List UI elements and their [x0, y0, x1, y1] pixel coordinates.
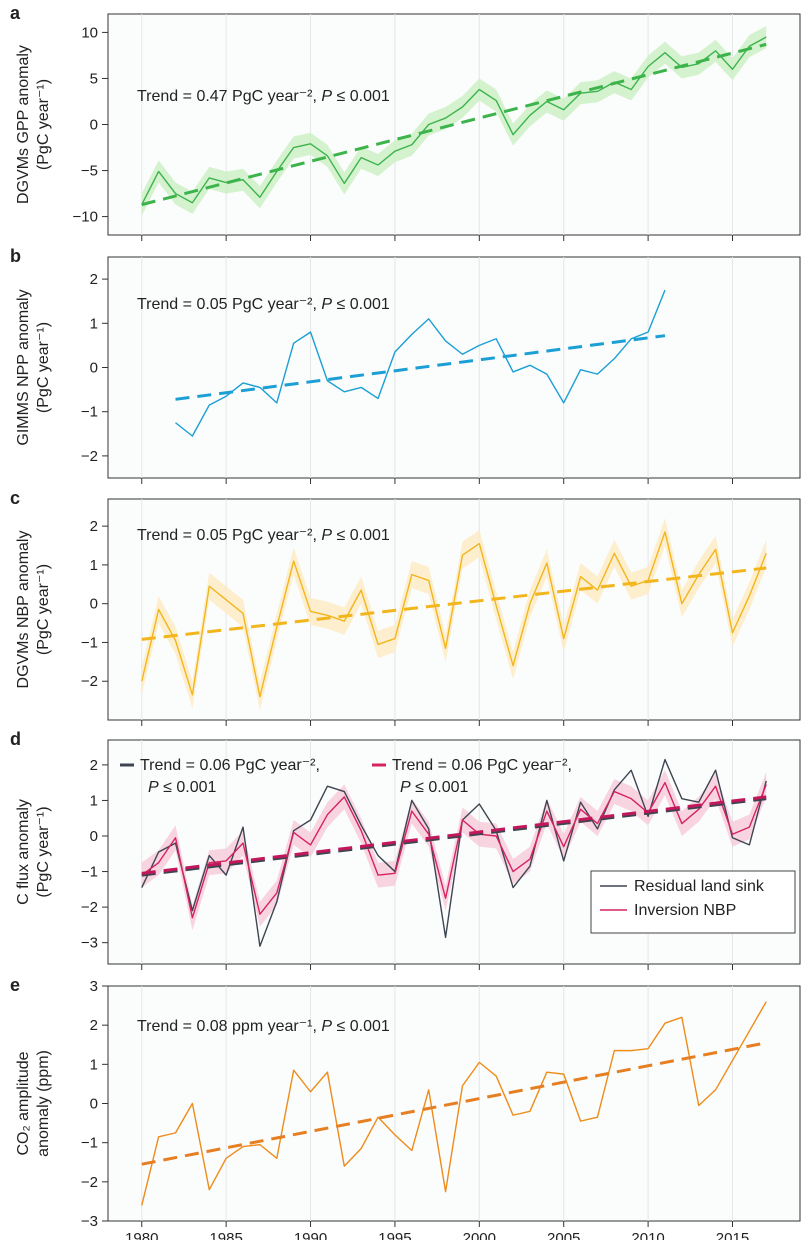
y-tick-label: 1 [90, 557, 98, 574]
y-axis-label: DGVMs NBP anomaly [15, 531, 32, 689]
y-tick-label: 0 [90, 1096, 98, 1113]
y-tick-label: −2 [81, 899, 98, 916]
chart-panel-b: −2 −1 0 1 2 b GIMMS NPP anomaly (PgC year⁻¹) Tre… [10, 246, 801, 484]
trend-annotation: Trend = 0.05 PgC year⁻², P ≤ 0.001 [137, 296, 390, 313]
y-tick-label: 0 [90, 117, 98, 134]
legend: Residual land sink Inversion NBP [590, 870, 796, 934]
trend-annotation: Trend = 0.05 PgC year⁻², P ≤ 0.001 [137, 527, 390, 544]
y-tick-label: 1 [90, 315, 98, 332]
x-tick-label: 2010 [631, 1230, 664, 1240]
x-tick-label: 2015 [716, 1230, 749, 1240]
plot-frame [107, 256, 801, 479]
y-tick-label: 0 [90, 360, 98, 377]
y-tick-label: −1 [81, 1135, 98, 1152]
y-tick-label: −2 [81, 448, 98, 465]
y-tick-label: −3 [81, 1213, 98, 1230]
y-axis-label: (PgC year⁻¹) [35, 322, 52, 413]
y-tick-label: 2 [90, 1017, 98, 1034]
series-line [141, 781, 767, 919]
trend-line [141, 566, 767, 641]
y-tick-label: 2 [90, 757, 98, 774]
y-tick-label: −5 [81, 163, 98, 180]
series-line [141, 758, 767, 947]
y-axis-label: (PgC year⁻¹) [35, 806, 52, 897]
trend-annotation: Trend = 0.47 PgC year⁻², P ≤ 0.001 [137, 88, 390, 105]
y-axis-label: (PgC year⁻¹) [35, 79, 52, 170]
trend-line [141, 797, 767, 877]
y-axis-label: anomaly (ppm) [35, 1050, 52, 1157]
series-line [175, 289, 666, 437]
y-tick-label: 1 [90, 1056, 98, 1073]
y-axis-label: CO₂ amplitude [15, 1051, 32, 1155]
chart-panel-d: −3 −2 −1 0 1 2 d C flux anomaly (PgC year⁻¹) Tren… [10, 729, 801, 970]
trend-line [141, 42, 767, 207]
trend-annotation: Trend = 0.08 ppm year⁻¹, P ≤ 0.001 [137, 1018, 390, 1035]
uncertainty-band [141, 25, 767, 216]
x-tick-label: 1985 [209, 1230, 242, 1240]
y-tick-label: −1 [81, 864, 98, 881]
legend-box [590, 870, 796, 934]
panel-label: b [10, 246, 21, 266]
uncertainty-band [141, 770, 767, 931]
chart-panel-e: −3 −2 −1 0 1 2 3 e CO₂ amplitude anomaly (ppm) Tre… [10, 975, 801, 1240]
plot-frame [107, 13, 801, 236]
panel-label: e [10, 975, 20, 995]
x-tick-label: 1995 [378, 1230, 411, 1240]
y-tick-label: 2 [90, 271, 98, 288]
trend-line [141, 795, 767, 875]
series-line [141, 1001, 767, 1206]
legend-entry: Inversion NBP [634, 902, 736, 919]
trend-line [175, 334, 666, 401]
y-tick-label: 0 [90, 596, 98, 613]
y-tick-label: −2 [81, 1174, 98, 1191]
y-axis-label: DGVMs GPP anomaly [15, 45, 32, 204]
panel-label: d [10, 729, 21, 749]
x-tick-label: 2000 [463, 1230, 496, 1240]
uncertainty-band [141, 518, 767, 711]
y-tick-label: 5 [90, 70, 98, 87]
y-tick-label: −1 [81, 634, 98, 651]
y-tick-label: 0 [90, 828, 98, 845]
y-axis-label: C flux anomaly [15, 799, 32, 905]
x-tick-label: 2005 [547, 1230, 580, 1240]
legend-entry: Residual land sink [634, 878, 765, 895]
y-tick-label: −2 [81, 673, 98, 690]
y-axis-label: GIMMS NPP anomaly [15, 289, 32, 445]
panel-label: a [10, 3, 21, 23]
y-tick-label: 1 [90, 792, 98, 809]
y-tick-label: −10 [73, 209, 98, 226]
x-tick-label: 1980 [125, 1230, 158, 1240]
x-tick-label: 1990 [294, 1230, 327, 1240]
trend-label: Trend = 0.06 PgC year⁻², [392, 757, 572, 774]
y-tick-label: 3 [90, 978, 98, 995]
y-axis-label: (PgC year⁻¹) [35, 564, 52, 655]
series-line [141, 531, 767, 698]
y-tick-label: −3 [81, 935, 98, 952]
panel-label: c [10, 488, 20, 508]
chart-panel-a: −10 −5 0 5 10 a DGVMs GPP anomaly (PgC year⁻¹) T… [10, 3, 801, 241]
y-tick-label: −1 [81, 404, 98, 421]
series-line [141, 36, 767, 205]
trend-label-pvalue: P ≤ 0.001 [400, 779, 468, 796]
y-tick-label: 10 [81, 24, 98, 41]
y-tick-label: 2 [90, 518, 98, 535]
trend-label-pvalue: P ≤ 0.001 [148, 779, 216, 796]
chart-panel-c: −2 −1 0 1 2 c DGVMs NBP anomaly (PgC year⁻¹) Tre… [10, 488, 801, 726]
trend-line [141, 1041, 767, 1166]
trend-label: Trend = 0.06 PgC year⁻², [140, 757, 320, 774]
